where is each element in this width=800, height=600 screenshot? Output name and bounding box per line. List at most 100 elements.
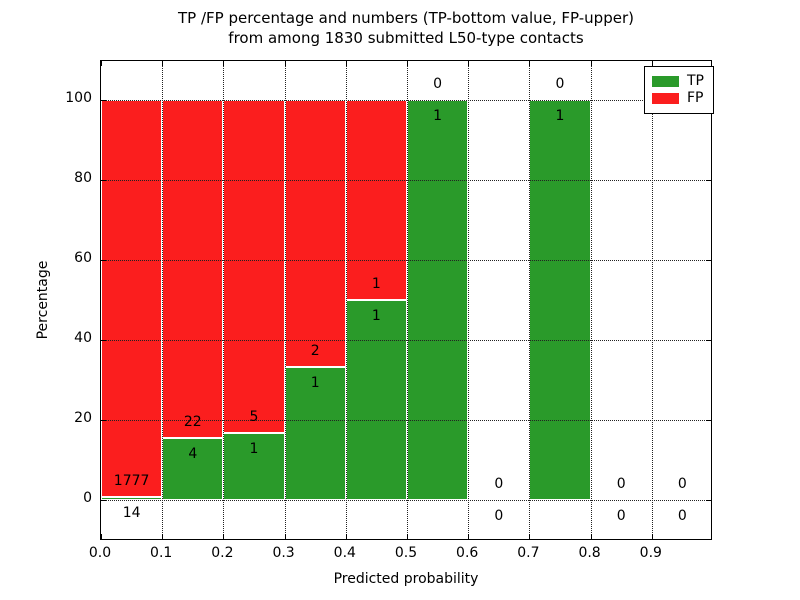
x-tick-mark [529,534,531,539]
chart-title-line1: TP /FP percentage and numbers (TP-bottom… [178,9,634,27]
plot-area: 1777 14 22 4 5 1 2 1 1 1 0 1 0 0 0 1 0 0 0 0 [100,60,712,540]
fp-count-label: 0 [677,476,687,492]
tp-count-label: 1 [310,374,320,391]
tp-count-label: 4 [188,446,198,463]
x-tick-label: 0.1 [150,545,173,561]
fp-swatch-icon [652,93,679,104]
y-axis-label: Percentage [35,260,51,340]
x-tick-mark-top [162,61,164,66]
y-tick-label: 60 [74,250,92,266]
y-tick-mark-right [706,500,711,501]
y-tick-label: 0 [83,490,92,506]
grid-line-vertical [529,61,531,539]
x-tick-mark-top [651,61,653,66]
bar-tp-segment [284,366,346,500]
grid-line-horizontal [101,260,711,261]
tp-count-label: 0 [616,508,626,524]
y-tick-mark-right [706,340,711,341]
fp-count-label: 0 [494,476,504,492]
chart-title-line2: from among 1830 submitted L50-type conta… [228,29,584,47]
grid-line-horizontal [101,340,711,341]
grid-line-vertical [590,61,592,539]
tp-count-label: 1 [555,108,565,124]
x-tick-mark-top [590,61,592,66]
x-tick-mark [284,534,286,539]
grid-line-vertical [223,61,225,539]
fp-count-label: 0 [616,476,626,492]
grid-line-vertical [345,61,347,539]
fp-count-label: 5 [249,409,259,426]
bar-tp-segment [101,496,163,500]
y-tick-mark [101,420,106,421]
x-tick-label: 0.4 [333,545,356,561]
tp-count-label: 1 [371,308,381,324]
x-tick-mark [651,534,653,539]
y-tick-mark-right [706,420,711,421]
tp-count-label: 0 [677,508,687,524]
x-tick-mark-top [284,61,286,66]
bar-tp-segment [407,100,469,500]
tp-count-label: 1 [249,441,259,458]
bar-tp-segment [162,438,224,500]
chart-title: TP /FP percentage and numbers (TP-bottom… [100,8,712,48]
x-tick-label: 0.8 [578,545,601,561]
x-tick-label: 0.3 [272,545,295,561]
x-tick-mark-top [345,61,347,66]
fp-count-label: 0 [433,76,443,92]
legend-label-fp: FP [687,90,704,106]
tp-count-label: 0 [494,508,504,524]
x-tick-mark-top [101,61,102,66]
grid-line-horizontal [101,420,711,421]
legend-item-tp: TP [652,73,705,90]
y-tick-mark [101,100,106,101]
x-tick-mark [101,534,102,539]
fp-count-label: 2 [310,342,320,359]
legend: TP FP [644,66,714,114]
x-tick-mark [407,534,408,539]
fp-count-label: 1 [371,276,381,292]
bar-fp-segment [345,100,407,300]
grid-line-vertical [407,61,408,539]
tp-swatch-icon [652,76,679,87]
bar-fp-segment [162,100,224,439]
x-tick-label: 0.0 [88,545,112,561]
x-tick-label: 0.6 [456,545,479,561]
x-tick-mark [468,534,470,539]
x-tick-mark [590,534,592,539]
grid-line-horizontal [101,500,711,501]
grid-line-vertical [284,61,286,539]
fp-count-label: 0 [555,76,565,92]
x-tick-label: 0.2 [211,545,234,561]
x-axis-label: Predicted probability [333,571,479,587]
x-tick-mark [162,534,164,539]
grid-line-horizontal [101,180,711,181]
x-tick-mark-top [529,61,531,66]
x-tick-mark-top [223,61,225,66]
x-tick-label: 0.5 [394,545,418,561]
grid-line-vertical [468,61,470,539]
grid-line-vertical [651,61,653,539]
tp-count-label: 1 [433,108,443,124]
bar-tp-segment [345,300,407,500]
y-tick-label: 20 [74,410,92,426]
y-tick-label: 100 [65,90,92,106]
y-tick-mark [101,500,106,501]
bar-fp-segment [223,100,285,434]
y-tick-mark [101,260,106,261]
bar-tp-segment [529,100,591,500]
legend-label-tp: TP [687,73,704,89]
y-tick-label: 40 [74,330,92,346]
fp-count-label: 1777 [113,472,150,489]
x-tick-label: 0.9 [639,545,662,561]
y-tick-mark [101,340,106,341]
fp-count-label: 22 [183,414,202,431]
legend-item-fp: FP [652,90,705,107]
x-tick-label: 0.7 [517,545,540,561]
x-tick-mark-top [468,61,470,66]
bar-fp-segment [284,100,346,367]
x-tick-mark [345,534,347,539]
x-tick-mark [223,534,225,539]
y-tick-mark [101,180,106,181]
grid-line-vertical [162,61,164,539]
